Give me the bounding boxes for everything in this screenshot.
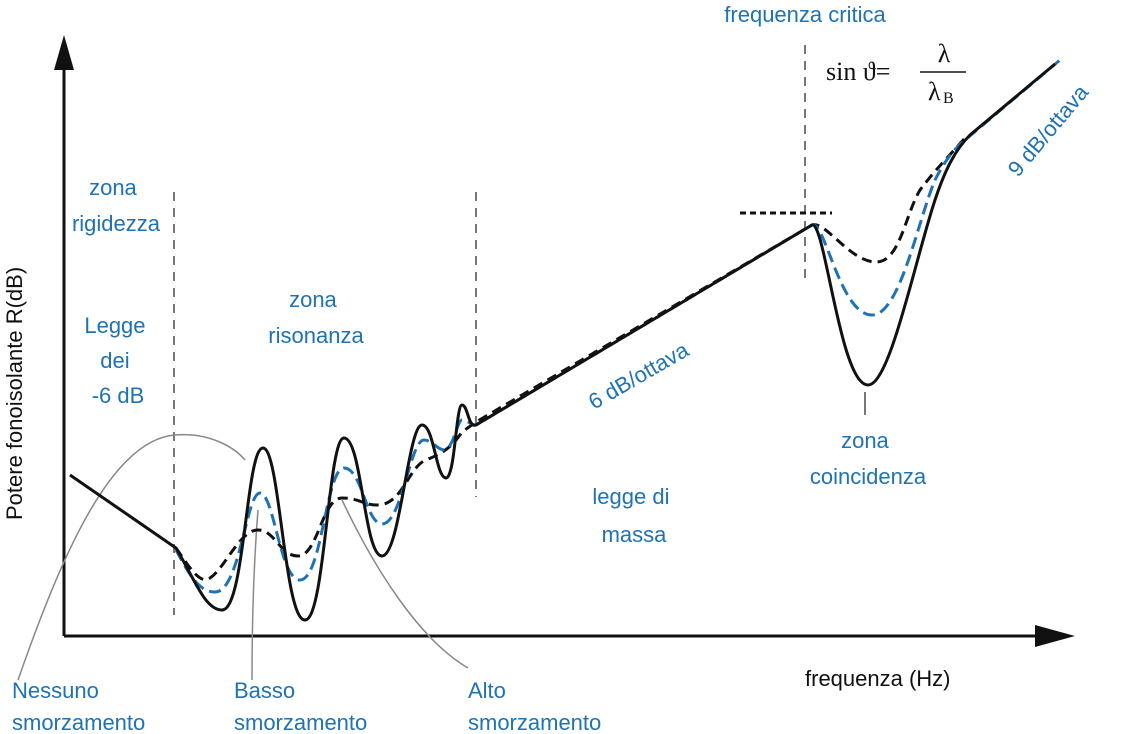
curve-no-damping (69, 62, 1056, 622)
label-high-damping-line-1: Alto (468, 678, 506, 703)
label-law-line-2: dei (100, 348, 129, 373)
label-coincidence-line-1: zona (841, 428, 889, 453)
label-law-6db: Legge dei -6 dB (84, 313, 151, 408)
label-coincidence-zone: zona coincidenza (810, 428, 927, 489)
label-resonance-zone: zona risonanza (268, 287, 364, 348)
formula-lhs: sin ϑ= (826, 57, 890, 86)
y-axis-arrow (54, 35, 74, 70)
label-low-damping-line-2: smorzamento (234, 710, 367, 734)
label-mass-line-2: massa (602, 522, 668, 547)
critical-angle-formula: sin ϑ= λ λ B (826, 39, 966, 107)
label-low-damping: Basso smorzamento (234, 678, 367, 734)
label-mass-line-1: legge di (592, 484, 669, 509)
label-resonance-line-1: zona (289, 287, 337, 312)
label-slope-6db: 6 dB/ottava (584, 337, 694, 415)
label-no-damping-line-1: Nessuno (12, 678, 99, 703)
formula-numerator: λ (938, 39, 951, 68)
label-no-damping: Nessuno smorzamento (12, 678, 145, 734)
label-high-damping-line-2: smorzamento (468, 710, 601, 734)
x-axis-label: frequenza (Hz) (805, 666, 951, 691)
label-critical-frequency: frequenza critica (724, 2, 886, 27)
label-coincidence-line-2: coincidenza (810, 464, 927, 489)
leader-low (251, 509, 259, 681)
label-stiffness-line-2: rigidezza (72, 211, 161, 236)
formula-denominator-sub: B (943, 90, 954, 107)
leader-high (341, 499, 469, 669)
y-axis-label: Potere fonoisolante R(dB) (2, 267, 27, 520)
label-high-damping: Alto smorzamento (468, 678, 601, 734)
formula-denominator: λ (928, 77, 941, 106)
label-low-damping-line-1: Basso (234, 678, 295, 703)
label-stiffness-zone: zona rigidezza (72, 175, 161, 236)
curve-low-damping (174, 58, 1061, 594)
label-stiffness-line-1: zona (89, 175, 137, 200)
label-mass-law: legge di massa (592, 484, 675, 547)
label-resonance-line-2: risonanza (268, 323, 364, 348)
curve-high-damping (174, 137, 967, 582)
leader-none (17, 433, 246, 681)
label-law-line-1: Legge (84, 313, 145, 338)
label-law-line-3: -6 dB (92, 383, 145, 408)
label-no-damping-line-2: smorzamento (12, 710, 145, 734)
x-axis-arrow (1035, 625, 1075, 647)
